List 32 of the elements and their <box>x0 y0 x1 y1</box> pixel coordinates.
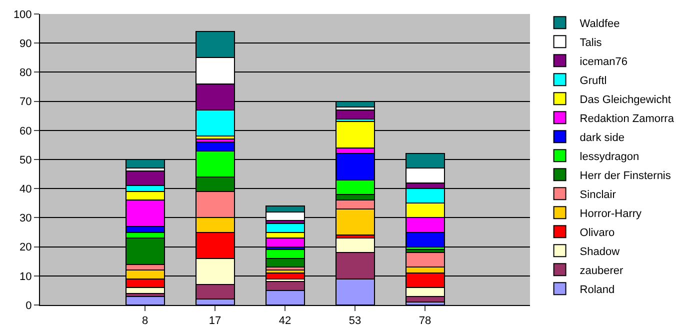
x-tick-label: 78 <box>418 315 432 328</box>
y-tick-label: 20 <box>20 242 32 254</box>
legend-label: dark side <box>580 132 624 144</box>
x-tick-label: 42 <box>278 315 292 328</box>
y-tick-label: 0 <box>26 300 32 312</box>
legend-label: Shadow <box>580 246 620 258</box>
y-tick-label: 100 <box>13 8 32 21</box>
legend-label: lessydragon <box>580 150 640 163</box>
y-tick-label: 90 <box>20 38 32 50</box>
y-tick-label: 40 <box>20 183 32 196</box>
legend-label: Roland <box>580 284 615 296</box>
legend-label: Waldfee <box>580 18 620 30</box>
legend-label: Herr der Finsternis <box>580 170 672 182</box>
y-tick-label: 60 <box>20 125 32 138</box>
x-tick-label: 17 <box>208 315 222 328</box>
bar <box>335 110 375 120</box>
legend-label: Gruftl <box>580 74 607 87</box>
legend-label: Sinclair <box>580 188 616 201</box>
x-tick-label: 53 <box>348 315 362 328</box>
legend-label: iceman76 <box>580 56 628 68</box>
y-tick-label: 30 <box>20 212 32 225</box>
x-tick-label: 8 <box>142 315 148 328</box>
legend-label: Talis <box>580 36 602 49</box>
legend-label: Olivaro <box>580 226 615 239</box>
legend-label: Das Gleichgewicht <box>580 94 671 106</box>
legend-label: zauberer <box>580 264 624 277</box>
y-tick-label: 80 <box>20 67 32 80</box>
y-tick-label: 70 <box>20 96 32 108</box>
legend-label: Horror-Harry <box>580 208 642 220</box>
y-tick-label: 10 <box>20 270 32 283</box>
y-tick-label: 50 <box>20 154 32 166</box>
legend-label: Redaktion Zamorra <box>580 112 675 125</box>
